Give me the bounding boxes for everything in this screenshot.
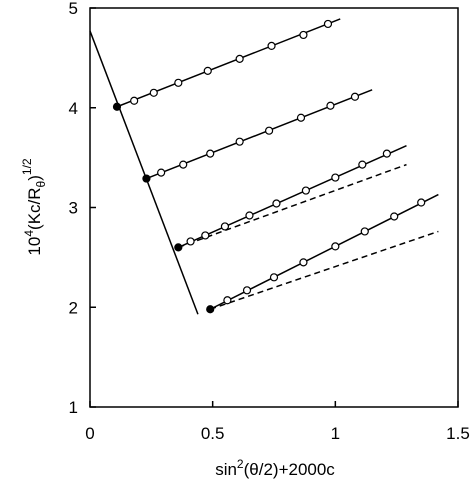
y-tick-label: 4: [69, 99, 78, 118]
open-point: [245, 211, 254, 220]
y-label-sup: 4: [22, 230, 36, 237]
y-tick-label: 1: [69, 398, 78, 417]
open-point: [390, 212, 399, 221]
open-point: [296, 113, 306, 122]
fit-line: [178, 144, 407, 249]
open-point: [242, 286, 252, 295]
dashed-fit-line: [209, 230, 439, 310]
y-label-part: ): [25, 175, 44, 181]
filled-point: [174, 243, 183, 252]
x-tick-label: 1: [331, 424, 340, 443]
open-point: [299, 258, 308, 267]
open-point: [331, 242, 340, 251]
open-point: [186, 237, 195, 246]
x-tick-label: 0.5: [201, 424, 225, 443]
y-tick-label: 3: [69, 199, 78, 218]
open-point: [301, 186, 310, 195]
open-point: [360, 227, 369, 236]
open-point: [382, 149, 391, 158]
open-point: [235, 54, 244, 63]
open-point: [358, 160, 367, 169]
x-tick-label: 0: [85, 424, 94, 443]
dashed-fit-line: [178, 163, 407, 249]
open-point: [417, 198, 426, 207]
y-label-sup: 1/2: [20, 158, 34, 175]
open-point: [203, 66, 212, 75]
y-tick-label: 2: [69, 298, 78, 317]
x-label-part: (θ/2)+2000c: [244, 460, 336, 479]
open-point: [269, 273, 279, 282]
fit-line: [89, 30, 199, 315]
x-label-part: sin: [215, 460, 237, 479]
open-point: [149, 88, 158, 97]
open-point: [206, 149, 215, 158]
open-point: [130, 96, 139, 105]
filled-point: [142, 174, 151, 183]
open-point: [157, 168, 166, 177]
y-label-part: (Kc/R: [25, 187, 44, 230]
plot-frame: [89, 7, 459, 408]
y-axis-label: 104(Kc/Rθ)1/2: [20, 158, 48, 255]
open-point: [264, 126, 274, 135]
open-point: [326, 101, 335, 110]
open-point: [267, 41, 276, 51]
open-point: [174, 78, 183, 87]
open-point: [331, 173, 340, 182]
open-point: [179, 160, 188, 169]
open-point: [201, 231, 210, 240]
filled-point: [206, 305, 215, 314]
x-tick-label: 1.5: [446, 424, 470, 443]
filled-point: [112, 102, 122, 111]
open-point: [323, 19, 333, 29]
open-point: [299, 30, 308, 40]
y-label-sub: θ: [34, 180, 48, 187]
x-axis-label: sin2(θ/2)+2000c: [215, 457, 335, 479]
open-point: [272, 199, 281, 208]
y-label-part: 10: [25, 237, 44, 256]
open-point: [223, 296, 232, 305]
y-tick-label: 5: [69, 0, 78, 18]
x-label-sup: 2: [237, 457, 244, 471]
open-point: [220, 222, 230, 231]
open-point: [350, 92, 360, 101]
open-point: [235, 137, 244, 146]
